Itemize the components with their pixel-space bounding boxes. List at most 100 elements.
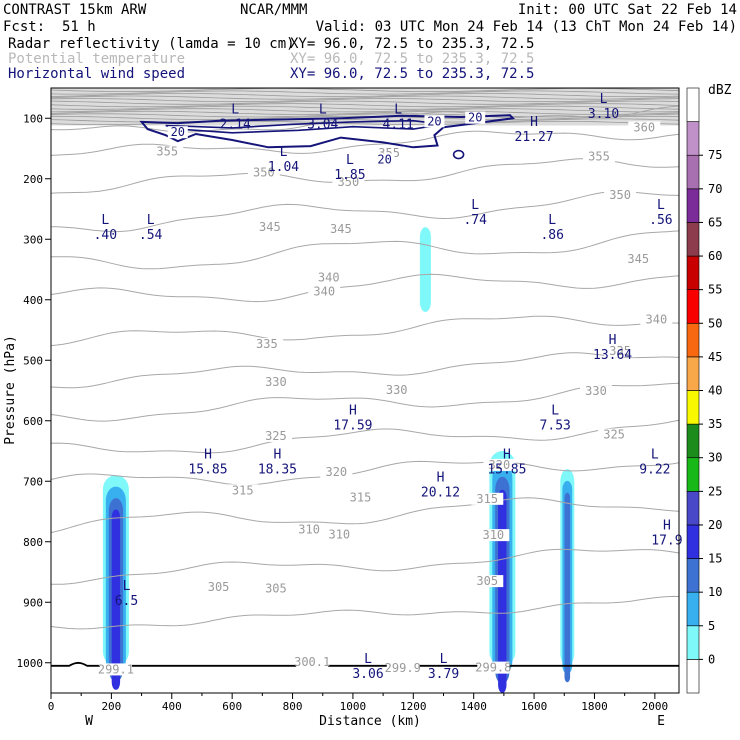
extremum-value: 15.85 xyxy=(188,462,227,477)
theta-label-bg xyxy=(253,221,286,234)
x-tick-label: 1200 xyxy=(400,700,427,713)
theta-isentrope xyxy=(50,419,680,454)
extremum-marker: L xyxy=(364,652,372,667)
colorbar-tick-label: 5 xyxy=(708,619,715,633)
theta-contour-label: 325 xyxy=(265,429,287,443)
extremum-marker: H xyxy=(204,447,212,462)
y-tick-label: 200 xyxy=(23,173,43,186)
extremum-marker: L xyxy=(231,102,239,117)
extremum-value: 3.04 xyxy=(307,117,338,132)
theta-contour-label: 310 xyxy=(328,528,350,542)
field-reflectivity-xy: XY= 96.0, 72.5 to 235.3, 72.5 xyxy=(290,36,534,52)
theta-contour-label: 350 xyxy=(609,188,631,202)
theta-contour-label: 315 xyxy=(232,483,254,497)
theta-contour-label: 350 xyxy=(338,175,360,189)
y-tick-label: 500 xyxy=(23,354,43,367)
extremum-marker: H xyxy=(609,333,617,348)
y-tick-label: 400 xyxy=(23,294,43,307)
theta-contour-label: 355 xyxy=(156,145,178,159)
extremum-value: .54 xyxy=(139,228,163,243)
upper-level-contour-band xyxy=(50,88,680,126)
extremum-marker: L xyxy=(319,102,327,117)
extremum-value: 9.22 xyxy=(639,462,670,477)
y-axis-label: Pressure (hPa) xyxy=(3,335,18,445)
colorbar-bin xyxy=(686,423,700,459)
theta-contour-label: 355 xyxy=(588,149,610,163)
theta-isentrope xyxy=(50,273,680,303)
theta-label-bg xyxy=(604,189,637,202)
init-time: Init: 00 UTC Sat 22 Feb 14 xyxy=(518,2,737,18)
theta-label-bg xyxy=(308,285,341,298)
theta-contour-label: 315 xyxy=(350,491,372,505)
extremum-marker: H xyxy=(530,115,538,130)
extremum-value: .74 xyxy=(463,213,487,228)
figure-header: CONTRAST 15km ARW NCAR/MMM Init: 00 UTC … xyxy=(3,2,737,82)
extremum-marker: L xyxy=(600,92,608,107)
x-tick-label: 1000 xyxy=(340,700,367,713)
colorbar-tick-label: 30 xyxy=(708,451,722,465)
extremum-value: 1.04 xyxy=(268,160,299,175)
upper-band-isentrope xyxy=(50,113,680,118)
colorbar-tick-label: 45 xyxy=(708,350,722,364)
extremum-marker: H xyxy=(274,447,282,462)
colorbar-tick-label: 75 xyxy=(708,148,722,162)
extremum-value: 3.10 xyxy=(588,107,619,122)
extremum-marker: H xyxy=(503,447,511,462)
wind-contour-label: 20 xyxy=(171,125,185,139)
theta-contour-label: 330 xyxy=(585,384,607,398)
upper-band-isentrope xyxy=(50,110,680,115)
extremum-value: 20.12 xyxy=(421,485,460,500)
theta-label-bg xyxy=(202,581,235,594)
extremum-marker: L xyxy=(440,652,448,667)
extremum-value: 17.9 xyxy=(651,534,682,549)
theta-label-bg xyxy=(380,383,413,396)
y-tick-label: 1000 xyxy=(17,657,44,670)
extremum-marker: L xyxy=(657,198,665,213)
colorbar-bin xyxy=(686,558,700,593)
theta-label-bg xyxy=(296,656,329,669)
y-tick-label: 900 xyxy=(23,596,43,609)
theta-isentrope xyxy=(50,460,680,486)
theta-label-bg xyxy=(320,466,353,479)
y-tick-label: 100 xyxy=(23,112,43,125)
colorbar-bin xyxy=(686,524,700,559)
east-endpoint-label: E xyxy=(657,714,665,729)
theta-label-bg xyxy=(332,175,365,188)
x-tick-label: 1800 xyxy=(581,700,608,713)
extremum-marker: H xyxy=(663,519,671,534)
colorbar-bin xyxy=(686,289,700,324)
extremum-value: 18.35 xyxy=(258,462,297,477)
theta-contour-label: 300.1 xyxy=(294,655,330,669)
model-title: CONTRAST 15km ARW xyxy=(3,2,147,18)
upper-band-isentrope xyxy=(50,108,680,113)
upper-band-isentrope xyxy=(50,121,680,125)
extremum-marker: L xyxy=(471,198,479,213)
colorbar-tick-label: 65 xyxy=(708,215,722,229)
theta-contour-label: 325 xyxy=(603,428,625,442)
theta-label-bg xyxy=(259,582,292,595)
x-tick-label: 600 xyxy=(222,700,242,713)
upper-band-isentrope xyxy=(50,100,680,105)
theta-label-bg xyxy=(151,145,184,158)
wind-contour-label: 20 xyxy=(427,114,441,128)
theta-contour-label: 315 xyxy=(476,492,498,506)
y-tick-label: 800 xyxy=(23,536,43,549)
theta-contour-label: 335 xyxy=(256,337,278,351)
theta-isentrope xyxy=(50,130,680,156)
extremum-value: 15.85 xyxy=(487,462,526,477)
wind-contour-label: 20 xyxy=(468,111,482,125)
upper-band-isentrope xyxy=(50,103,680,108)
colorbar-tick-label: 70 xyxy=(708,182,722,196)
field-theta-name: Potential temperature xyxy=(8,51,185,67)
colorbar-tick-label: 60 xyxy=(708,249,722,263)
colorbar-bin xyxy=(686,322,700,358)
extremum-value: .56 xyxy=(649,213,672,228)
field-reflectivity-name: Radar reflectivity (lamda = 10 cm) xyxy=(8,36,295,52)
colorbar-unit: dBZ xyxy=(708,83,732,98)
theta-isentrope xyxy=(50,382,680,422)
theta-label-bg xyxy=(259,376,292,389)
wind-contour-label: 20 xyxy=(377,152,391,166)
extremum-value: 21.27 xyxy=(515,130,554,145)
